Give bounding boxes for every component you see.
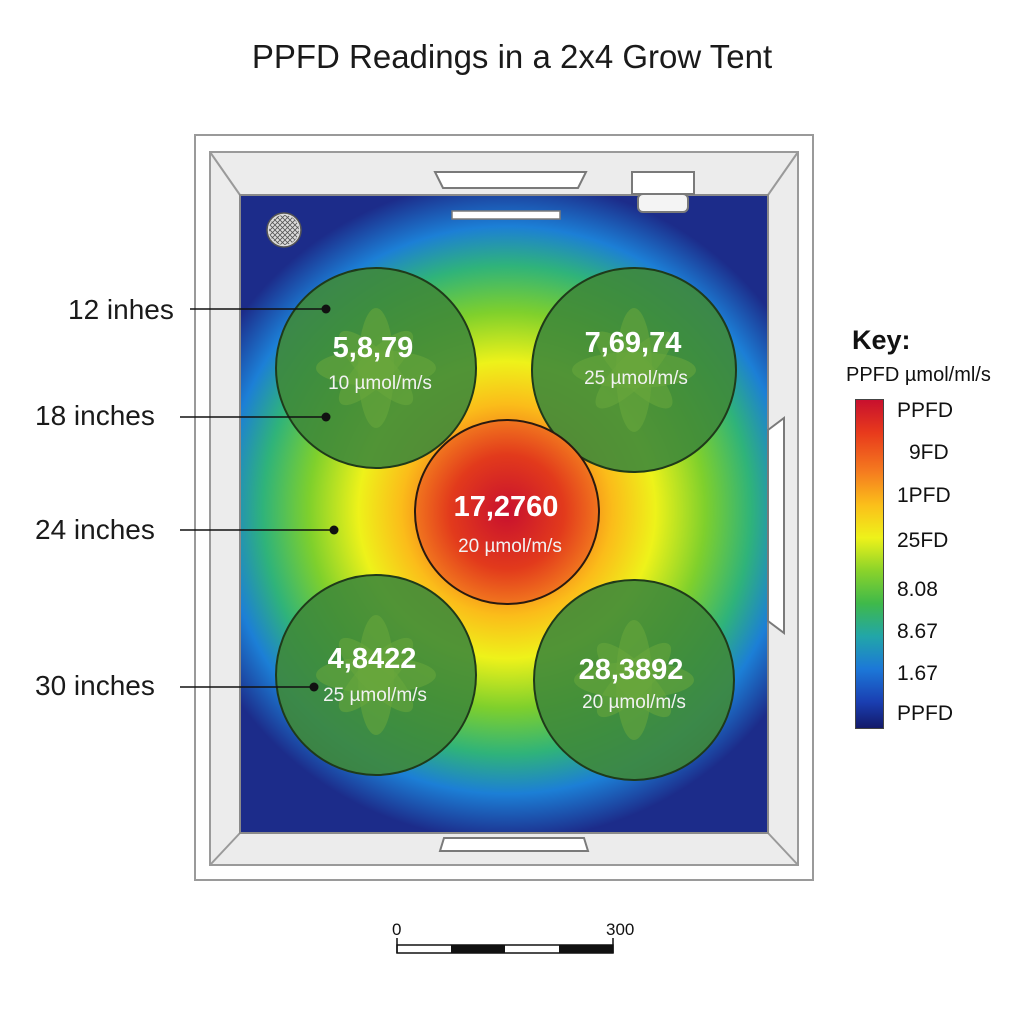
- scale-end: 300: [606, 920, 635, 939]
- vent-icon: [631, 171, 695, 213]
- legend-tick: 1.67: [897, 662, 938, 685]
- legend-tick: 8.67: [897, 620, 938, 643]
- reading-value: 5,8,79: [333, 332, 414, 364]
- plant-circle-2: 7,69,74 25 µmol/m/s: [531, 267, 737, 473]
- plant-leaves-icon: [316, 615, 436, 735]
- reading-value: 28,3892: [579, 654, 684, 686]
- scale-start: 0: [392, 920, 402, 939]
- reading-unit: 25 µmol/m/s: [323, 685, 427, 706]
- depth-label-18: 18 inches: [35, 400, 155, 431]
- reading-value: 4,8422: [328, 643, 417, 675]
- fan-grille-icon: [266, 212, 302, 248]
- legend-tick: 1PFD: [897, 484, 951, 507]
- side-vent-icon: [767, 416, 785, 635]
- reading-value: 17,2760: [454, 491, 559, 523]
- reading-unit: 25 µmol/m/s: [584, 368, 688, 389]
- legend-color-bar: [855, 399, 884, 729]
- plant-circle-4: 28,3892 20 µmol/m/s: [533, 579, 735, 781]
- scale-bar: [396, 938, 614, 954]
- grow-light-icon: [433, 171, 588, 220]
- plant-leaves-icon: [316, 308, 436, 428]
- key-title: Key:: [852, 325, 911, 355]
- plant-leaves-icon: [574, 620, 694, 740]
- key-subtitle: PPFD µmol/ml/s: [846, 364, 991, 386]
- center-hotspot-circle: 17,2760 20 µmol/m/s: [414, 419, 600, 605]
- depth-label-24: 24 inches: [35, 514, 155, 545]
- diagram-title: PPFD Readings in a 2x4 Grow Tent: [251, 38, 773, 75]
- legend-tick: 25FD: [897, 529, 949, 552]
- reading-unit: 20 µmol/m/s: [458, 536, 562, 557]
- plant-leaves-icon: [572, 308, 696, 432]
- legend-tick: PPFD: [897, 399, 954, 422]
- depth-label-30: 30 inches: [35, 670, 155, 701]
- legend-tick: 8.08: [897, 578, 938, 601]
- legend-tick: PPFD: [897, 702, 954, 725]
- reading-unit: 20 µmol/m/s: [582, 692, 686, 713]
- legend-tick: 9FD: [909, 441, 949, 464]
- depth-leaders: [180, 304, 339, 692]
- plant-circle-3: 4,8422 25 µmol/m/s: [275, 574, 477, 776]
- bottom-vent-icon: [438, 837, 590, 852]
- plant-circle-1: 5,8,79 10 µmol/m/s: [275, 267, 477, 469]
- reading-unit: 10 µmol/m/s: [328, 373, 432, 394]
- reading-value: 7,69,74: [585, 327, 682, 359]
- depth-label-12: 12 inhes: [68, 294, 174, 325]
